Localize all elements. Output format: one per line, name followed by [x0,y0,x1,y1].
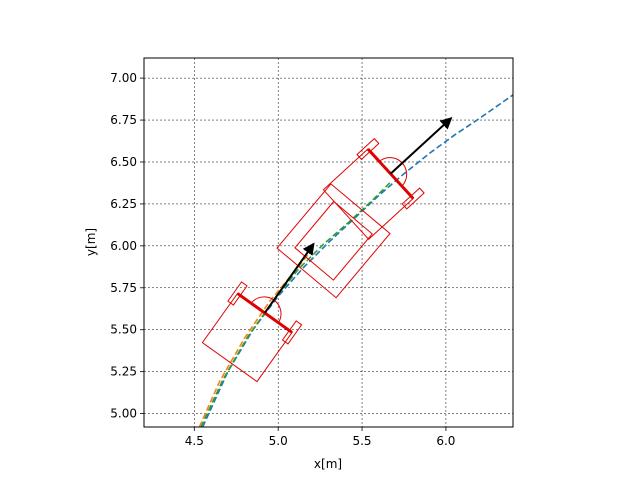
plot-frame [143,57,514,428]
y-tick-label: 5.50 [110,323,137,337]
y-axis-label: y[m] [84,228,98,256]
y-tick-label: 5.25 [110,365,137,379]
y-tick-label: 7.00 [110,71,137,85]
x-tick-label: 4.5 [185,434,204,448]
y-tick-label: 5.75 [110,281,137,295]
y-tick-label: 6.75 [110,113,137,127]
y-tick-label: 6.50 [110,155,137,169]
heading-arrow [263,242,315,314]
x-tick-label: 5.5 [352,434,371,448]
heading-arrow [389,117,453,175]
x-tick-label: 6.0 [436,434,455,448]
vehicle-wheel [227,281,248,306]
trailer-inner [294,200,373,281]
x-axis-ticks: 4.5 5.0 5.5 6.0 [185,427,455,448]
y-tick-label: 5.00 [110,407,137,421]
trailer-outer [276,183,391,299]
y-tick-label: 6.25 [110,197,137,211]
arrow-layer [263,117,453,314]
vehicle-wheel [356,137,380,161]
y-axis-ticks: 5.00 5.25 5.50 5.75 6.00 6.25 6.50 6.75 7.00 [110,71,144,421]
series-line-2 [200,181,392,427]
x-tick-label: 5.0 [269,434,288,448]
y-tick-label: 6.00 [110,239,137,253]
vehicle-wheel [401,187,425,210]
vehicle-wheel [281,320,303,345]
x-axis-label: x[m] [314,457,342,471]
